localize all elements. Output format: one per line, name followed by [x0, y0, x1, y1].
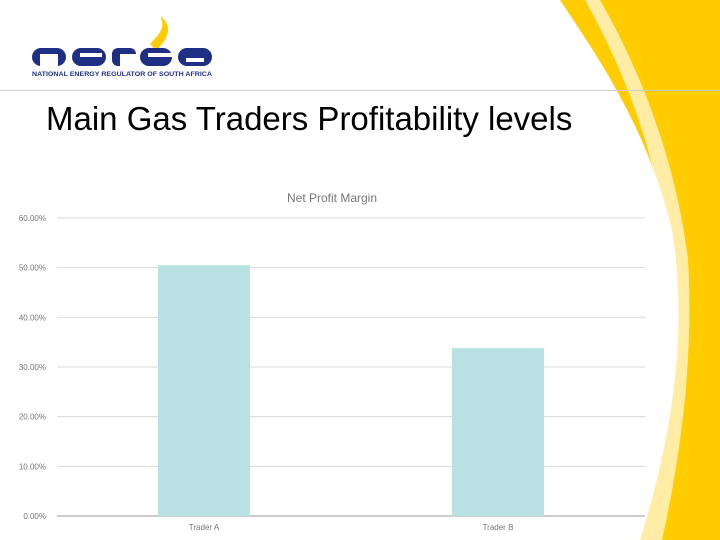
y-tick-label: 20.00% [19, 413, 46, 422]
logo-tagline: NATIONAL ENERGY REGULATOR OF SOUTH AFRIC… [32, 71, 213, 78]
net-profit-margin-chart: Net Profit Margin 0.00% 10.00% 20.00% 30.00… [19, 191, 645, 532]
y-tick-label: 30.00% [19, 363, 46, 372]
x-tick-label: Trader A [189, 523, 220, 532]
swoosh-white-highlight [585, 0, 690, 540]
chart-gridlines [57, 217, 645, 517]
chart-bars [158, 265, 544, 516]
x-axis-tick-labels: Trader A Trader B [189, 523, 514, 532]
logo-wordmark-shapes [32, 16, 212, 66]
y-tick-label: 60.00% [19, 214, 46, 223]
x-tick-label: Trader B [483, 523, 514, 532]
bar-trader-b [452, 348, 544, 516]
bar-trader-a [158, 265, 250, 516]
y-tick-label: 40.00% [19, 313, 46, 322]
y-axis-tick-labels: 0.00% 10.00% 20.00% 30.00% 40.00% 50.00% 60.00… [19, 214, 46, 521]
chart-title: Net Profit Margin [287, 191, 377, 205]
y-tick-label: 10.00% [19, 462, 46, 471]
y-tick-label: 50.00% [19, 264, 46, 273]
header-separator [0, 90, 720, 91]
slide-title: Main Gas Traders Profitability levels [46, 100, 573, 137]
nersa-logo: NATIONAL ENERGY REGULATOR OF SOUTH AFRIC… [32, 16, 213, 78]
y-tick-label: 0.00% [23, 512, 46, 521]
